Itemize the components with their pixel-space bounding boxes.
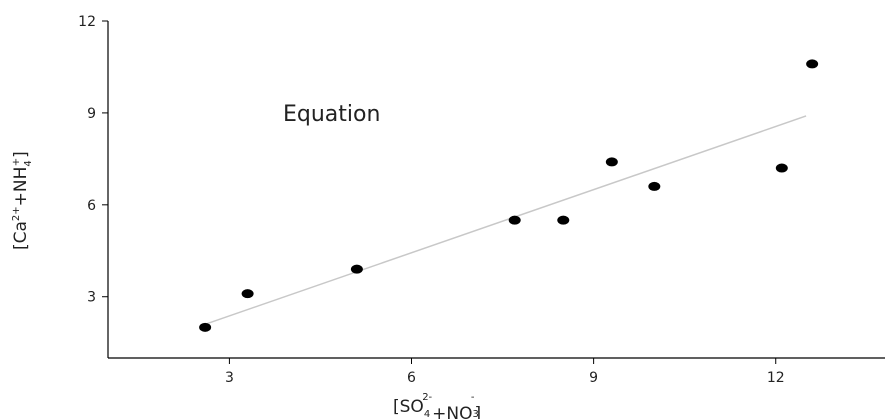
x-tick-label: 12 xyxy=(767,370,785,386)
x-axis-label-part: +NO xyxy=(432,404,472,419)
point xyxy=(648,181,661,191)
y-axis-label-part: ] xyxy=(11,151,31,158)
y-axis-label-part: 2+ xyxy=(11,206,22,221)
x-axis-label-part: - xyxy=(471,392,475,403)
x-axis-label: [SO4 2-+NO3 -] xyxy=(393,392,481,419)
point xyxy=(508,215,521,225)
y-axis-label-part: + xyxy=(11,158,22,166)
y-axis-label: [Ca2++NH4+] xyxy=(11,151,34,250)
y-tick-label: 6 xyxy=(87,198,96,214)
annotation-box xyxy=(270,90,590,136)
point xyxy=(605,157,618,167)
x-axis-label-part: 4 xyxy=(424,409,430,419)
y-axis-label-part: [Ca xyxy=(11,221,31,250)
point xyxy=(557,215,570,225)
fit-line xyxy=(204,115,807,326)
y-tick-label: 9 xyxy=(87,106,96,122)
x-axis-label-part: ] xyxy=(475,404,482,419)
point xyxy=(350,264,363,274)
x-axis-label-part: [SO xyxy=(393,397,424,417)
point xyxy=(241,289,254,299)
point xyxy=(806,59,819,69)
x-axis-label-part: 2- xyxy=(422,392,432,403)
y-axis-label-part: 4 xyxy=(23,160,34,166)
x-tick-label: 6 xyxy=(407,370,416,386)
x-tick-label: 9 xyxy=(589,370,598,386)
x-tick-label: 3 xyxy=(225,370,234,386)
y-tick-label: 12 xyxy=(78,14,96,30)
annotation: Equation xyxy=(283,102,380,127)
point xyxy=(775,163,788,173)
y-axis-label-part: +NH xyxy=(11,167,31,207)
point xyxy=(199,322,212,332)
x-axis-label-part: 3 xyxy=(473,409,479,419)
y-tick-label: 3 xyxy=(87,290,96,306)
